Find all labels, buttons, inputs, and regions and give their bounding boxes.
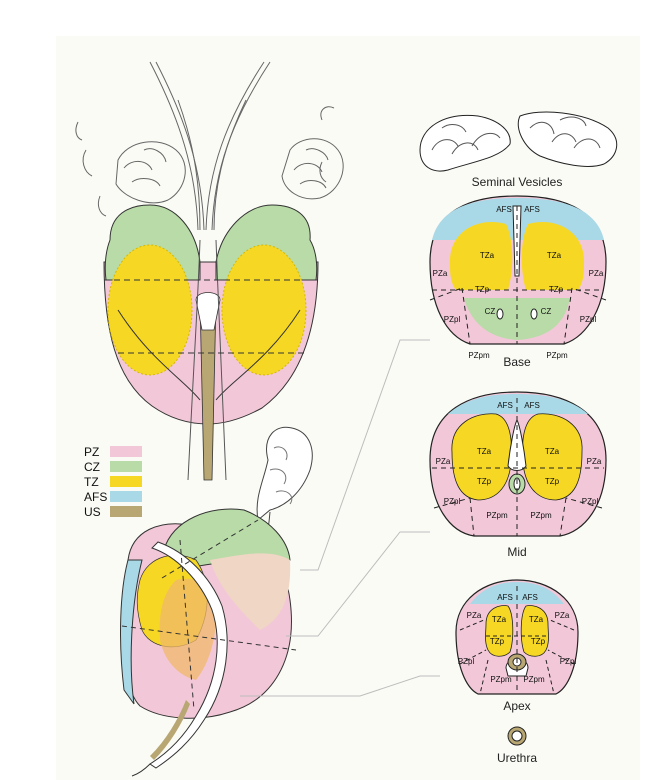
seminal-vesicles-caption: Seminal Vesicles bbox=[472, 175, 563, 189]
apex-afs bbox=[470, 582, 564, 604]
guide-line-apex bbox=[240, 675, 440, 697]
base-caption: Base bbox=[503, 355, 531, 369]
apex-label-pzpm-right: PZpm bbox=[523, 675, 545, 684]
apex-label-pzpm-left: PZpm bbox=[490, 675, 512, 684]
apex-tz-right bbox=[520, 605, 549, 657]
base-label-pzpl-left: PZpl bbox=[444, 315, 461, 324]
legend-label-afs: AFS bbox=[84, 490, 107, 504]
sagittal-view bbox=[120, 426, 313, 777]
legend-label-tz: TZ bbox=[84, 475, 99, 489]
mid-tz-left bbox=[451, 413, 512, 501]
legend-label-pz: PZ bbox=[84, 445, 99, 459]
apex-label-pzpl-right: PZpl bbox=[560, 657, 577, 666]
coronal-tz-right bbox=[221, 244, 307, 376]
mid-label-tza-right: TZa bbox=[545, 447, 560, 456]
mid-tz-right bbox=[522, 413, 583, 501]
apex-outline bbox=[455, 579, 579, 695]
coronal-seminal-vesicles bbox=[75, 61, 344, 231]
legend-swatch-afs bbox=[110, 491, 142, 502]
mid-label-tza-left: TZa bbox=[477, 447, 492, 456]
guide-lines bbox=[240, 339, 440, 697]
apex-label-afs-left: AFS bbox=[497, 593, 513, 602]
legend: PZ CZ TZ AFS US bbox=[84, 445, 142, 519]
apex-tz-left bbox=[485, 605, 514, 657]
mid-label-pzpl-right: PZpl bbox=[582, 497, 599, 506]
guide-line-base bbox=[300, 339, 430, 571]
base-label-pza-right: PZa bbox=[589, 269, 604, 278]
apex-label-afs-right: AFS bbox=[522, 593, 538, 602]
base-label-cz-left: CZ bbox=[485, 307, 496, 316]
apex-label-tza-right: TZa bbox=[529, 615, 544, 624]
apex-section: AFS AFS PZa PZa TZa TZa TZp TZp PZpl PZp… bbox=[455, 579, 579, 695]
seminal-vesicles-axial bbox=[419, 111, 618, 172]
base-section: AFS AFS TZa TZa PZa PZa TZp TZp CZ CZ PZ… bbox=[429, 195, 607, 360]
apex-label-pza-right: PZa bbox=[555, 611, 570, 620]
base-label-cz-right: CZ bbox=[541, 307, 552, 316]
mid-label-pza-left: PZa bbox=[436, 457, 451, 466]
apex-label-pza-left: PZa bbox=[467, 611, 482, 620]
mid-afs bbox=[448, 394, 588, 414]
mid-label-afs-left: AFS bbox=[497, 401, 513, 410]
legend-label-us: US bbox=[84, 505, 101, 519]
sagittal-urethra bbox=[149, 541, 228, 769]
base-label-pzpm-left: PZpm bbox=[468, 351, 490, 360]
urethra-caption: Urethra bbox=[497, 751, 537, 765]
sagittal-tz-overlap bbox=[159, 578, 217, 680]
sagittal-transition-zone bbox=[210, 553, 291, 630]
mid-label-pza-right: PZa bbox=[587, 457, 602, 466]
base-label-tza-right: TZa bbox=[547, 251, 562, 260]
mid-caption: Mid bbox=[507, 545, 526, 559]
mid-label-pzpm-right: PZpm bbox=[530, 511, 552, 520]
apex-label-tzp-right: TZp bbox=[531, 637, 546, 646]
apex-label-pzpl-left: PZpl bbox=[458, 657, 475, 666]
base-label-tza-left: TZa bbox=[480, 251, 495, 260]
base-label-pza-left: PZa bbox=[433, 269, 448, 278]
base-label-pzpl-right: PZpl bbox=[580, 315, 597, 324]
mid-section: AFS AFS TZa TZa PZa PZa TZp TZp PZpl PZp… bbox=[429, 391, 607, 537]
legend-swatch-tz bbox=[110, 476, 142, 487]
base-tz-right bbox=[521, 221, 585, 290]
mid-label-pzpm-left: PZpm bbox=[486, 511, 508, 520]
base-label-tzp-left: TZp bbox=[475, 285, 490, 294]
mid-label-afs-right: AFS bbox=[524, 401, 540, 410]
legend-swatch-pz bbox=[110, 446, 142, 457]
urethra-cross-section bbox=[507, 726, 527, 746]
base-label-afs-right: AFS bbox=[524, 205, 540, 214]
legend-swatch-cz bbox=[110, 461, 142, 472]
apex-label-tzp-left: TZp bbox=[490, 637, 505, 646]
legend-swatch-us bbox=[110, 506, 142, 517]
base-label-afs-left: AFS bbox=[496, 205, 512, 214]
apex-caption: Apex bbox=[503, 699, 530, 713]
base-label-tzp-right: TZp bbox=[549, 285, 564, 294]
coronal-tz-left bbox=[107, 244, 193, 376]
apex-label-tza-left: TZa bbox=[492, 615, 507, 624]
mid-label-pzpl-left: PZpl bbox=[444, 497, 461, 506]
base-urethra bbox=[512, 205, 522, 277]
mid-label-tzp-left: TZp bbox=[477, 477, 492, 486]
guide-line-mid bbox=[286, 531, 430, 637]
mid-label-tzp-right: TZp bbox=[545, 477, 560, 486]
coronal-view bbox=[75, 61, 344, 481]
legend-label-cz: CZ bbox=[84, 460, 100, 474]
base-label-pzpm-right: PZpm bbox=[546, 351, 568, 360]
sagittal-afs bbox=[120, 559, 143, 705]
base-tz-left bbox=[449, 221, 513, 290]
